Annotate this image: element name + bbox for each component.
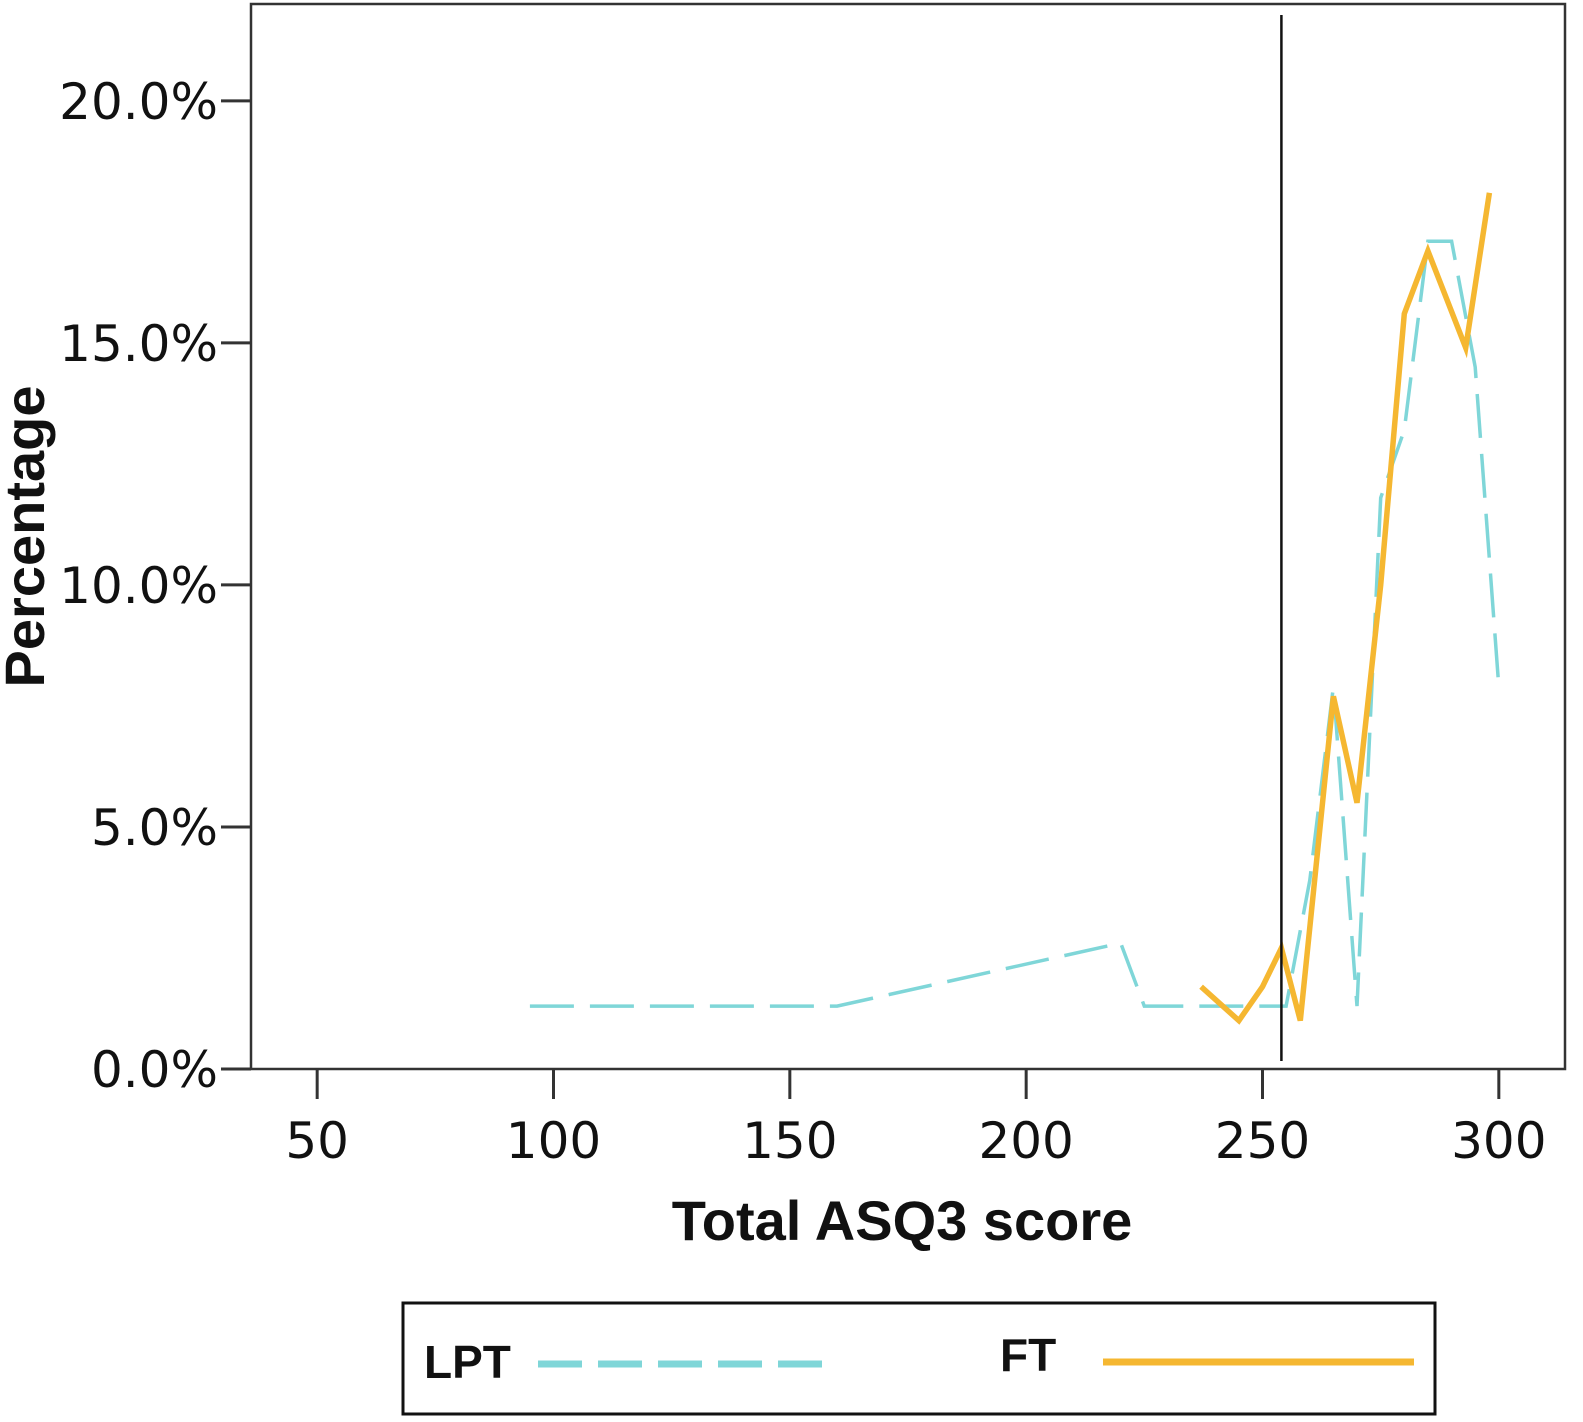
series-line-lpt [529,239,1501,1008]
x-tick-label: 50 [285,1112,349,1170]
y-tick-label: 5.0% [91,799,218,857]
legend: LPT FT [401,1301,1437,1416]
x-tick-label: 200 [978,1112,1073,1170]
x-axis: 50 100 150 200 250 300 [285,1069,1547,1170]
plot-border [249,2,1567,1071]
legend-label-ft: FT [1000,1329,1056,1381]
y-tick-label: 10.0% [59,557,218,615]
x-tick-label: 250 [1215,1112,1310,1170]
legend-label-lpt: LPT [424,1336,511,1388]
series-line-ft [1199,192,1493,1025]
y-tick-label: 0.0% [91,1041,218,1099]
y-tick-label: 20.0% [59,73,218,131]
y-axis: 0.0% 5.0% 10.0% 15.0% 20.0% [59,73,251,1099]
y-tick-label: 15.0% [59,315,218,373]
plot-frame [249,2,1567,1071]
x-axis-title: Total ASQ3 score [672,1189,1133,1252]
series-layer [529,192,1501,1025]
x-tick-label: 150 [742,1112,837,1170]
x-tick-label: 300 [1451,1112,1546,1170]
y-axis-title: Percentage [0,386,56,688]
x-tick-label: 100 [506,1112,601,1170]
